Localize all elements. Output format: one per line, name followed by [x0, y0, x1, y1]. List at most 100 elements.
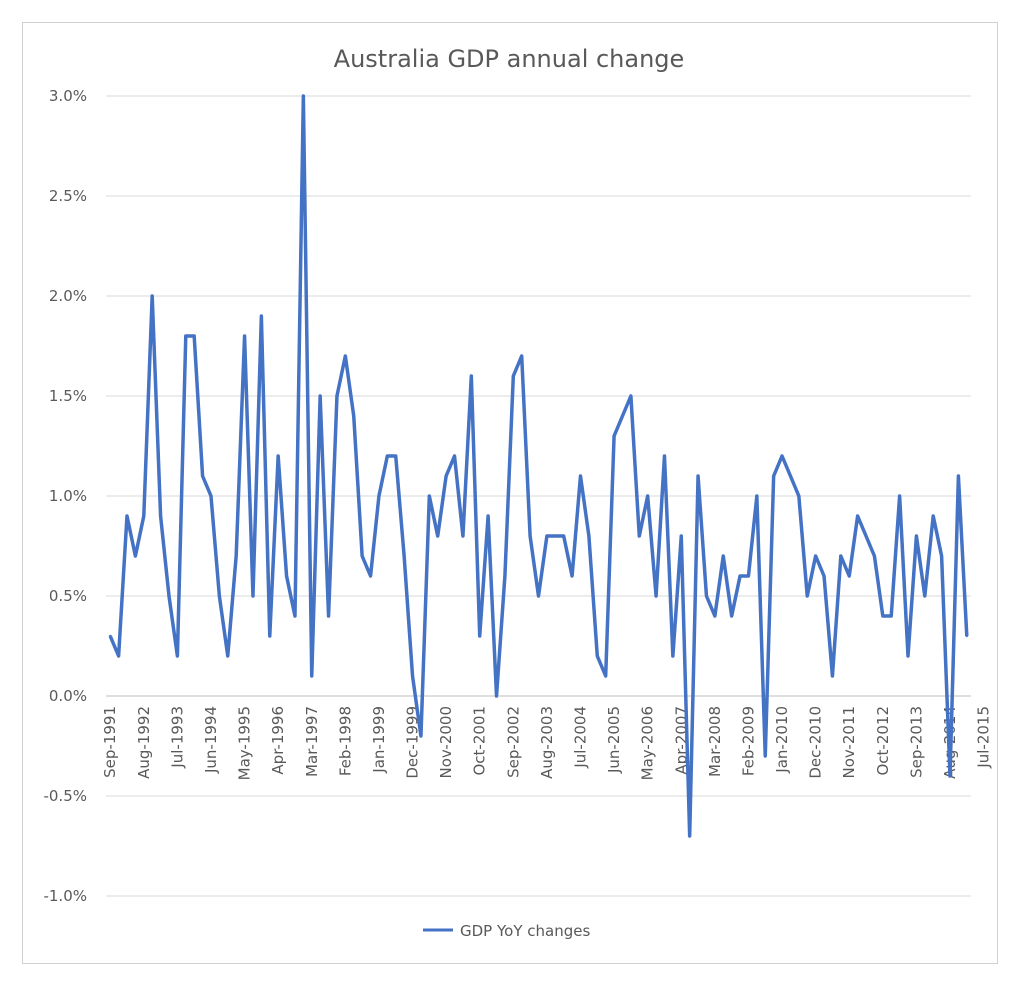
data-point	[915, 534, 918, 538]
data-point	[293, 614, 297, 618]
y-tick-label: -0.5%	[43, 787, 87, 805]
data-point	[806, 594, 809, 598]
data-point	[495, 694, 498, 698]
data-point	[209, 494, 213, 498]
data-point	[327, 614, 330, 618]
data-point	[948, 774, 952, 778]
data-point	[411, 674, 414, 678]
data-point	[461, 534, 465, 538]
data-point	[713, 614, 717, 618]
data-point	[906, 654, 910, 658]
data-point	[419, 734, 423, 738]
x-tick-label: Feb-1998	[336, 706, 354, 776]
x-tick-label: Mar-2008	[706, 706, 724, 777]
legend: GDP YoY changes	[423, 922, 590, 940]
data-point	[747, 574, 750, 578]
data-point	[646, 494, 649, 498]
data-point	[680, 534, 683, 538]
data-point	[822, 574, 826, 578]
x-tick-label: Jul-2004	[571, 706, 589, 769]
y-tick-label: 3.0%	[49, 87, 87, 105]
data-point	[537, 594, 540, 598]
data-point	[587, 534, 591, 538]
data-point	[848, 574, 851, 578]
data-point	[159, 514, 162, 518]
y-tick-label: -1.0%	[43, 887, 87, 905]
data-point	[528, 534, 532, 538]
data-point	[957, 474, 960, 478]
data-point	[621, 414, 624, 418]
y-tick-label: 2.0%	[49, 287, 87, 305]
data-point	[150, 294, 154, 298]
data-point	[302, 94, 305, 98]
data-point	[251, 594, 255, 598]
data-point	[344, 354, 347, 358]
data-point	[688, 834, 691, 838]
data-point	[579, 474, 582, 478]
data-point	[134, 554, 137, 558]
data-point	[176, 654, 179, 658]
data-point	[604, 674, 607, 678]
data-point	[570, 574, 574, 578]
data-point	[940, 554, 943, 558]
data-point	[428, 494, 431, 498]
y-tick-label: 1.5%	[49, 387, 87, 405]
y-tick-label: 1.0%	[49, 487, 87, 505]
x-tick-label: Jun-2005	[605, 706, 623, 774]
data-point	[780, 454, 784, 458]
data-point	[772, 474, 775, 478]
x-tick-label: Mar-1997	[303, 706, 321, 777]
data-point	[638, 534, 641, 538]
x-tick-label: Dec-1999	[404, 706, 422, 779]
x-tick-label: Jan-1999	[370, 706, 388, 774]
data-point	[512, 374, 515, 378]
data-point	[377, 494, 381, 498]
x-tick-label: May-2006	[639, 706, 657, 780]
data-point	[503, 574, 507, 578]
data-point	[831, 674, 834, 678]
data-point	[890, 614, 893, 618]
data-point	[453, 454, 456, 458]
chart-svg: Australia GDP annual change 3.0% 2.5% 2.0%…	[43, 45, 993, 940]
data-point	[192, 334, 196, 338]
data-point	[797, 494, 801, 498]
data-point	[738, 574, 742, 578]
data-point	[755, 494, 759, 498]
data-point	[654, 594, 658, 598]
x-tick-label: Feb-2009	[739, 706, 757, 776]
data-point	[554, 534, 557, 538]
data-point	[864, 534, 868, 538]
data-point	[142, 514, 145, 518]
data-point	[218, 594, 221, 598]
x-tick-label: Sep-1991	[101, 706, 119, 778]
x-tick-label: Oct-2012	[874, 706, 892, 776]
legend-label: GDP YoY changes	[460, 922, 590, 940]
data-point	[167, 594, 171, 598]
data-point	[814, 554, 817, 558]
series-layer	[108, 94, 969, 838]
y-tick-label: 0.5%	[49, 587, 87, 605]
data-point	[671, 654, 675, 658]
data-point	[108, 634, 112, 638]
data-point	[369, 574, 372, 578]
x-tick-label: Sep-2013	[907, 706, 925, 778]
data-point	[663, 454, 666, 458]
x-tick-label: Jul-2015	[975, 706, 993, 769]
x-tick-label: Jul-1993	[168, 706, 186, 769]
data-point	[722, 554, 725, 558]
x-tick-label: Apr-1996	[269, 706, 287, 775]
data-point	[730, 614, 733, 618]
x-tick-label: Aug-2003	[538, 706, 556, 779]
data-point	[360, 554, 364, 558]
data-point	[318, 394, 322, 398]
x-tick-label: Jan-2010	[773, 706, 791, 774]
data-point	[932, 514, 935, 518]
data-point	[444, 474, 448, 478]
data-point	[310, 674, 313, 678]
x-tick-label: Aug-1992	[135, 706, 153, 779]
data-point	[234, 554, 238, 558]
x-axis-ticks: Sep-1991 Aug-1992 Jul-1993 Jun-1994 May-1995…	[101, 706, 993, 780]
data-point	[545, 534, 549, 538]
data-point	[226, 654, 229, 658]
data-point	[629, 394, 633, 398]
